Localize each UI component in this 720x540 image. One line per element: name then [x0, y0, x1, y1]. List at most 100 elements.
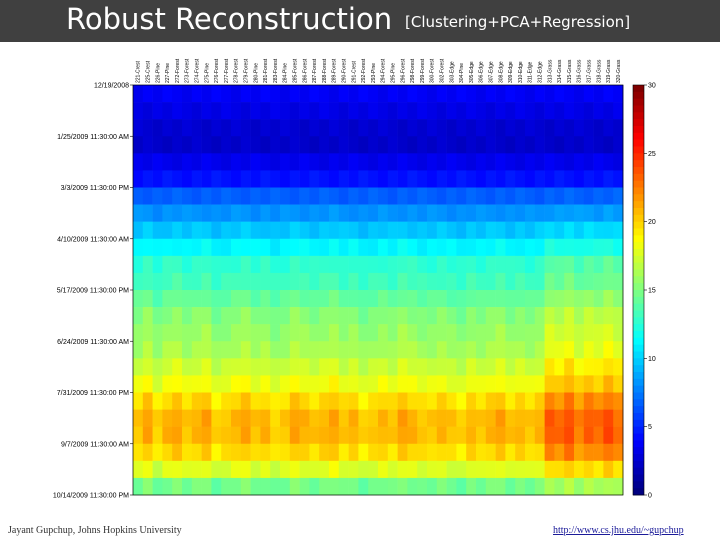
heatmap-cell — [544, 102, 555, 120]
colorbar-segment — [633, 365, 644, 373]
heatmap-cell — [525, 170, 536, 188]
heatmap-cell — [387, 238, 398, 257]
heatmap-cell — [260, 460, 271, 479]
footer-link[interactable]: http://www.cs.jhu.edu/~gupchup — [553, 525, 684, 536]
heatmap-cell — [495, 170, 506, 188]
heatmap-cell — [505, 409, 516, 427]
heatmap-cell — [574, 153, 585, 171]
heatmap-cell — [221, 153, 232, 171]
heatmap-cell — [211, 238, 222, 257]
heatmap-cell — [427, 170, 438, 188]
heatmap-cell — [260, 358, 271, 376]
heatmap-cell — [319, 392, 330, 410]
heatmap-cell — [574, 85, 585, 103]
heatmap-cell — [446, 204, 457, 222]
heatmap-cell — [387, 119, 398, 137]
heatmap-cell — [231, 221, 242, 240]
heatmap-cell — [270, 477, 281, 496]
heatmap-cell — [378, 426, 389, 445]
heatmap-cell — [456, 358, 467, 376]
heatmap-cell — [574, 307, 585, 325]
heatmap-cell — [515, 409, 526, 427]
heatmap-cell — [201, 153, 212, 171]
heatmap-cell — [505, 341, 516, 359]
heatmap-cell — [574, 238, 585, 257]
x-column-label: 300-Forest — [430, 58, 436, 83]
heatmap-cell — [201, 221, 212, 240]
heatmap-cell — [427, 460, 438, 479]
heatmap-cell — [417, 187, 428, 205]
heatmap-cell — [505, 136, 516, 154]
heatmap-cell — [495, 443, 506, 462]
heatmap-cell — [133, 136, 144, 154]
heatmap-cell — [162, 238, 173, 257]
heatmap-cell — [534, 102, 545, 120]
colorbar-tick-label: 0 — [648, 493, 652, 500]
heatmap-cell — [299, 307, 310, 325]
heatmap-cell — [593, 392, 604, 410]
heatmap-cell — [436, 238, 447, 257]
heatmap-cell — [133, 204, 144, 222]
colorbar-segment — [633, 385, 644, 393]
heatmap-cell — [299, 85, 310, 103]
heatmap-cell — [142, 290, 153, 308]
heatmap-cell — [289, 204, 300, 222]
heatmap-cell — [407, 85, 418, 103]
heatmap-chart: 12/19/2008 1/25/2009 11:30:00 AM 3/3/2009 … — [53, 58, 656, 500]
heatmap-cell — [436, 341, 447, 359]
heatmap-cell — [436, 187, 447, 205]
heatmap-cell — [593, 221, 604, 240]
heatmap-cell — [289, 136, 300, 154]
heatmap-cell — [583, 221, 594, 240]
heatmap-cell — [172, 375, 183, 393]
colorbar-segment — [633, 201, 644, 209]
heatmap-cell — [505, 238, 516, 257]
heatmap-cell — [250, 153, 261, 171]
heatmap-cell — [417, 443, 428, 462]
heatmap-cell — [221, 358, 232, 376]
heatmap-cell — [417, 477, 428, 496]
heatmap-cell — [250, 221, 261, 240]
heatmap-cell — [368, 307, 379, 325]
heatmap-cell — [142, 477, 153, 496]
heatmap-cell — [162, 324, 173, 342]
heatmap-cell — [280, 136, 291, 154]
heatmap-cell — [182, 153, 193, 171]
heatmap-cell — [427, 102, 438, 120]
heatmap-cell — [221, 426, 232, 445]
heatmap-cell — [583, 460, 594, 479]
heatmap-cell — [378, 443, 389, 462]
heatmap-cell — [289, 443, 300, 462]
heatmap-cell — [436, 324, 447, 342]
heatmap-cell — [348, 272, 359, 291]
heatmap-cell — [505, 170, 516, 188]
heatmap-cell — [476, 170, 487, 188]
heatmap-cell — [133, 221, 144, 240]
colorbar-segment — [633, 303, 644, 311]
heatmap-cell — [191, 426, 202, 445]
heatmap-cell — [613, 324, 624, 342]
heatmap-cell — [338, 153, 349, 171]
heatmap-cell — [583, 102, 594, 120]
heatmap-cell — [427, 221, 438, 240]
heatmap-cell — [289, 290, 300, 308]
heatmap-cell — [456, 324, 467, 342]
heatmap-cell — [534, 136, 545, 154]
heatmap-cell — [407, 221, 418, 240]
heatmap-cell — [485, 460, 496, 479]
heatmap-cell — [397, 153, 408, 171]
colorbar-segment — [633, 337, 644, 346]
heatmap-cell — [270, 204, 281, 222]
heatmap-cell — [387, 358, 398, 376]
heatmap-cell — [329, 290, 340, 308]
heatmap-cell — [564, 170, 575, 188]
heatmap-cell — [358, 170, 369, 188]
heatmap-cell — [515, 221, 526, 240]
colorbar-segment — [633, 105, 644, 113]
heatmap-cell — [162, 477, 173, 496]
heatmap-cell — [211, 341, 222, 359]
heatmap-cell — [182, 170, 193, 188]
heatmap-cell — [280, 255, 291, 274]
heatmap-cell — [182, 443, 193, 462]
heatmap-cell — [515, 443, 526, 462]
